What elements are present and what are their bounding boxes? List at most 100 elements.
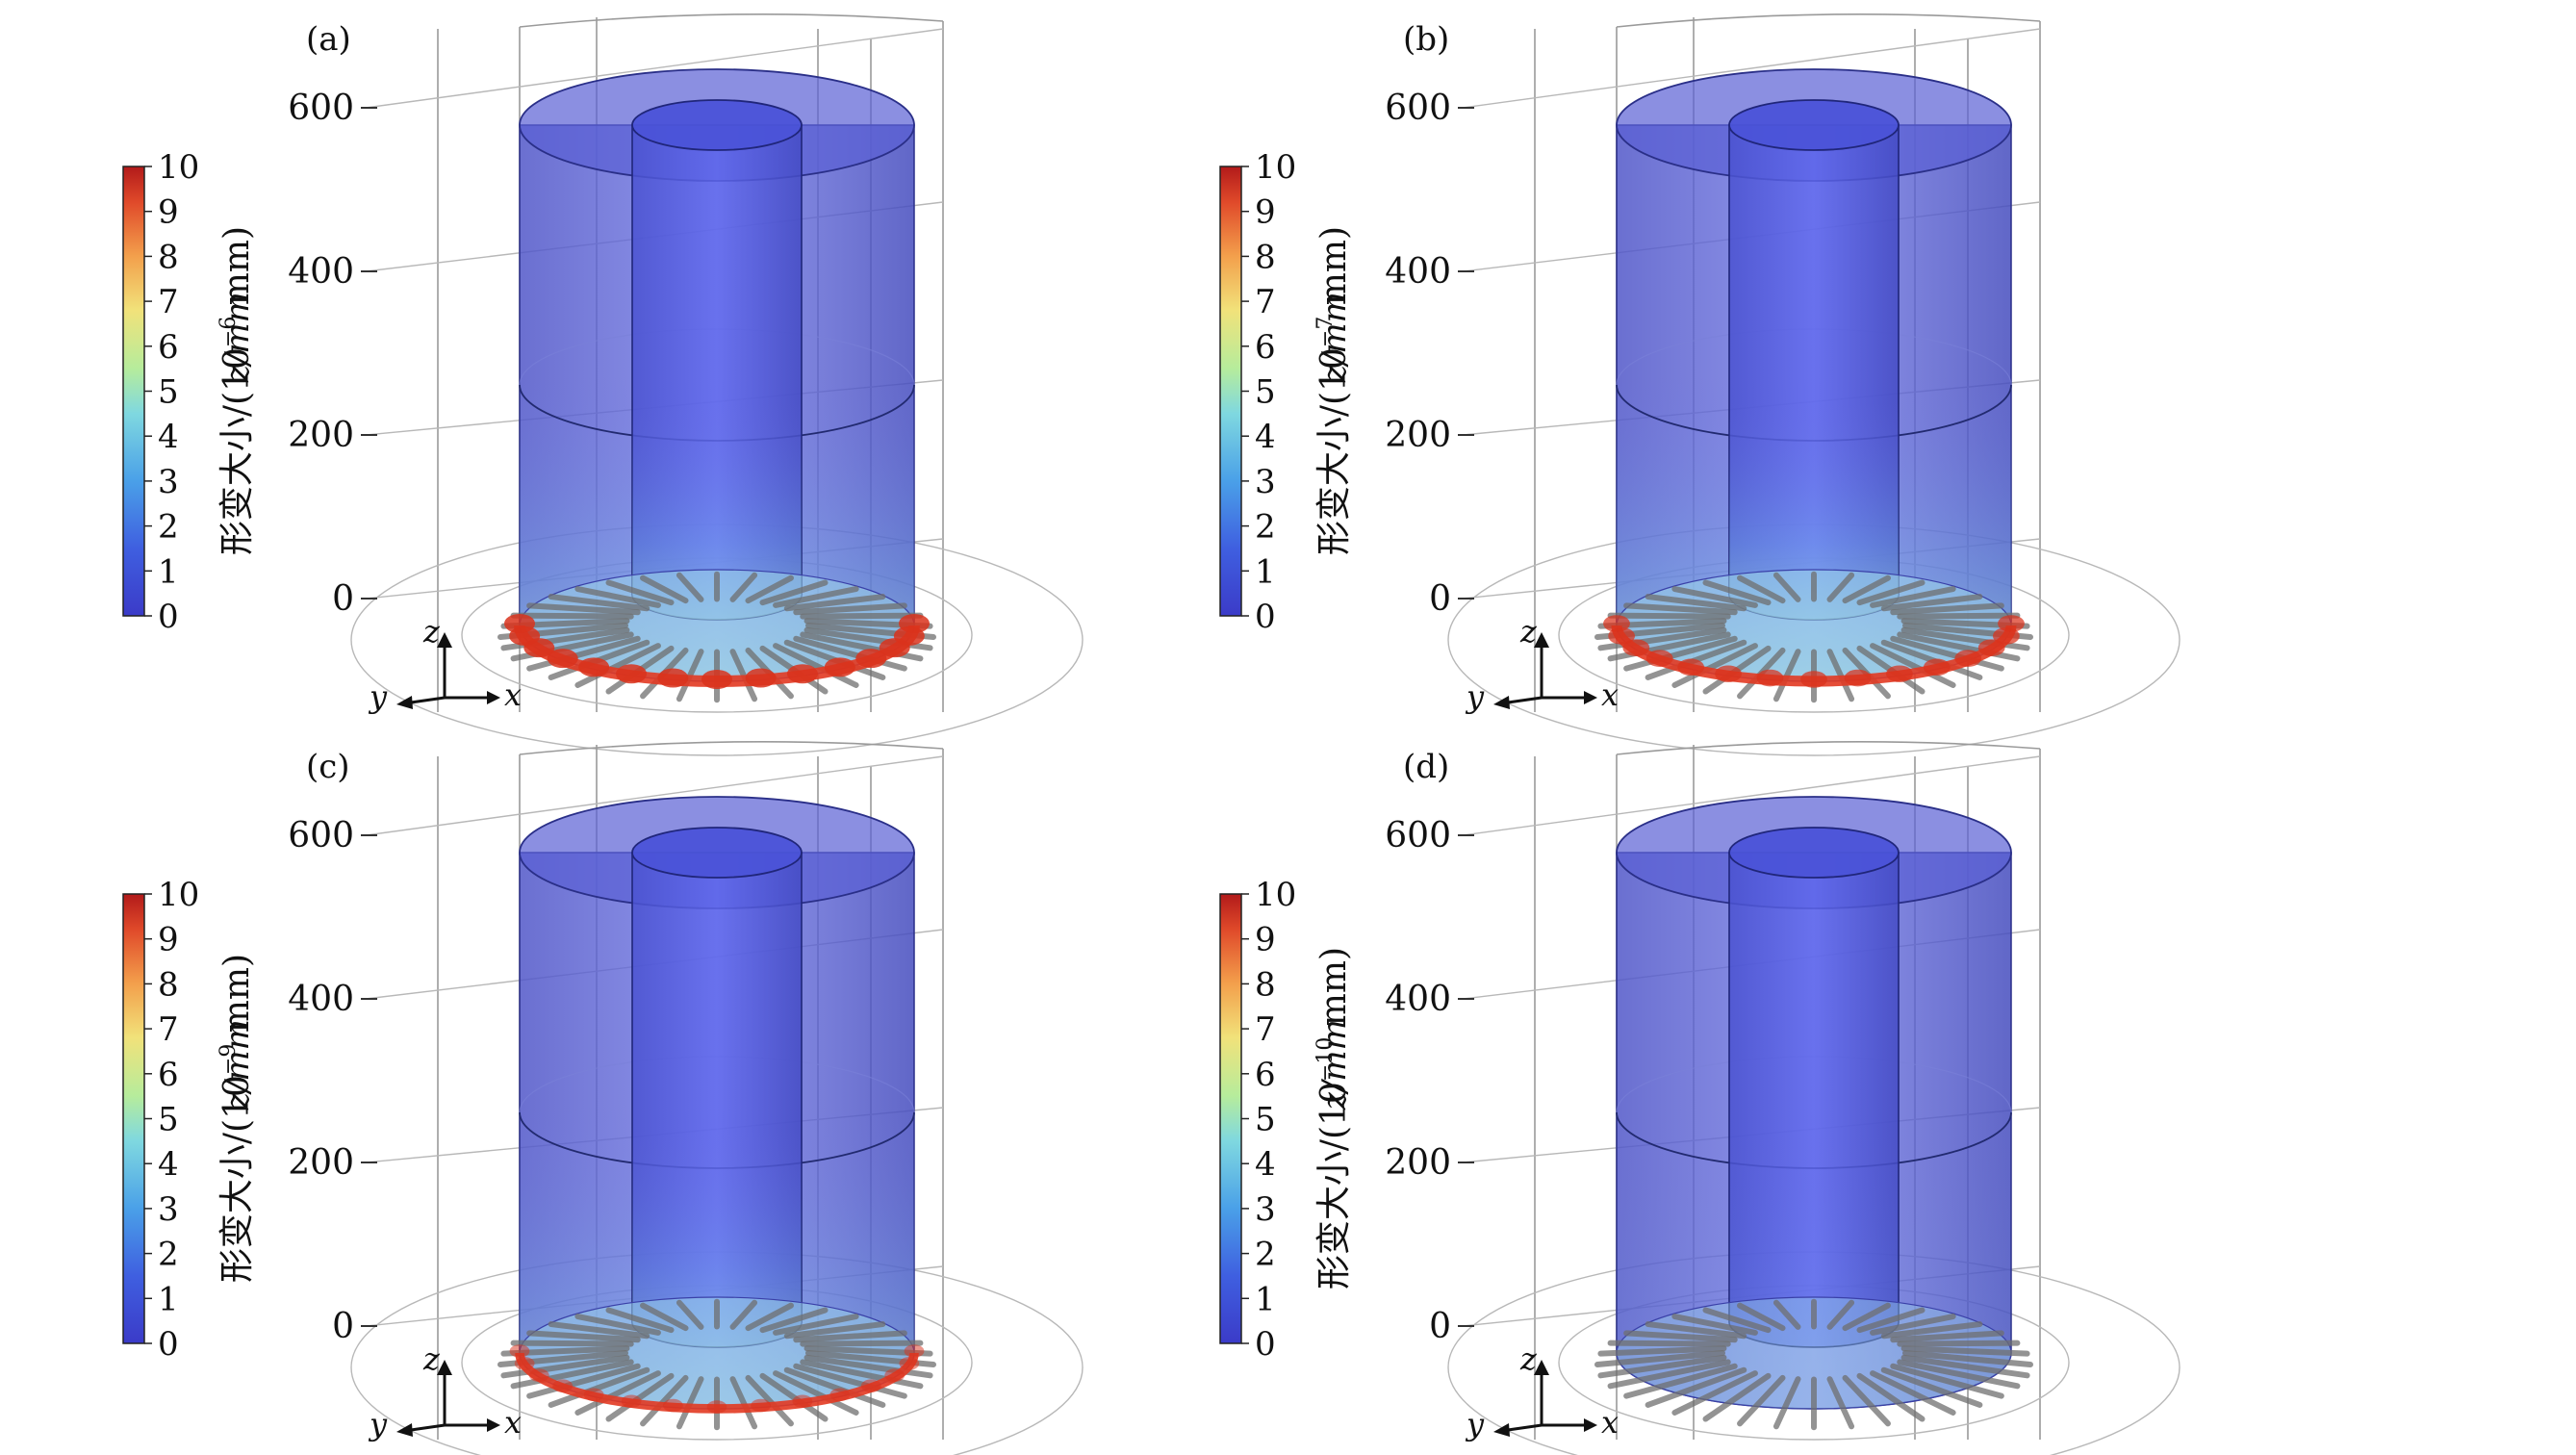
rod [1702,579,1772,606]
hot-spot [1977,639,2005,656]
hot-spot [745,668,777,688]
rod [1826,1299,1855,1330]
rod [1671,1370,1758,1416]
colorbar-tick-label: 5 [1255,1101,1276,1139]
rod [574,643,661,688]
colorbar-title-exponent: −10 [1314,1037,1338,1082]
inner-glow [1729,402,1899,620]
axis-triad: zy x [1465,613,1619,715]
colorbar-title-suffix: mm) [1314,226,1354,317]
colorbar-title: 形变大小/(10−9 mm) [217,954,257,1283]
hot-spot [657,668,689,688]
rod [1890,1363,2004,1399]
hot-spot [504,614,535,633]
hot-ring [504,614,930,689]
rod [800,612,924,620]
colorbar-tick-label: 8 [1255,238,1276,276]
colorbar-tick-label: 7 [158,283,179,321]
rod [640,574,689,604]
rod [1607,1359,1731,1390]
colorbar-tick-label: 10 [158,876,199,914]
rod [773,1370,859,1416]
inner-glow [632,1130,802,1347]
colorbar-title: 形变大小/(10−7 mm) [1314,226,1354,555]
panel-b: 6004002000z/mm(b)109876543210形变大小/(10−7 … [1219,13,2181,756]
rod [605,1372,675,1422]
rod [1773,1376,1801,1430]
rod [605,1307,675,1334]
inner-top [631,827,803,879]
hot-spot [706,1400,727,1414]
hot-spot [514,1357,535,1370]
panel-label: (d) [1403,748,1449,786]
rod [1597,1345,1727,1357]
rod [800,1359,924,1390]
z-tick-label: 600 [288,89,354,128]
colorbar-title-prefix: 形变大小/(10 [1314,1082,1354,1289]
z-tick-label: 0 [1429,579,1451,619]
triad-z-label: z [1519,1340,1538,1377]
rod [500,1354,630,1379]
hot-spot [1954,650,1982,667]
colorbar-tick-label: 6 [1255,328,1276,367]
rod [1607,612,1731,620]
triad-z-label: z [422,1340,441,1377]
hot-spot [899,1357,920,1370]
colorbar-tick-label: 5 [158,1101,179,1139]
rod [1900,1345,2030,1357]
rod [1773,1299,1801,1330]
colorbar-tick-label: 1 [158,1280,179,1318]
colorbar-tick-label: 0 [1255,598,1276,636]
colorbar-tick-label: 3 [1255,463,1276,501]
rod [1826,1376,1855,1430]
triad-y-label: y [368,1406,388,1442]
rod [1842,1374,1891,1427]
rod [1856,1307,1926,1334]
z-tick-label: 400 [1385,252,1451,292]
z-tick-label: 400 [288,252,354,292]
colorbar-title-exponent: −6 [217,317,241,347]
colorbar-title-exponent: −7 [1314,317,1338,347]
rod [1900,1354,2030,1379]
colorbar-tick-label: 2 [158,1236,179,1274]
colorbar-tick-label: 2 [158,508,179,547]
rod [1623,602,1738,616]
rod [1826,649,1855,702]
rod [605,579,675,606]
z-tick-label: 0 [1429,1307,1451,1346]
colorbar-tick-label: 7 [158,1010,179,1049]
axis-triad: zy x [1465,1340,1619,1442]
rod [1826,572,1855,602]
grid-arc [1616,13,2041,28]
colorbar-tick-label: 9 [1255,921,1276,959]
triad-x-head [1584,1418,1597,1432]
rod [1737,1374,1786,1427]
grid-line [365,28,944,109]
colorbar-title-prefix: 形变大小/(10 [217,1075,257,1283]
rod [526,635,641,672]
colorbar-title-suffix: mm) [217,954,257,1044]
colorbar-tick-label: 0 [158,598,179,636]
rod [1597,1354,1727,1379]
colorbar-tick-label: 5 [1255,373,1276,412]
hot-spot [1844,669,1872,687]
colorbar-gradient [1219,166,1242,617]
hot-spot [904,1344,925,1358]
rod [729,1299,758,1330]
colorbar-tick-label: 2 [1255,508,1276,547]
triad-y-label: y [1465,1406,1485,1442]
inner-glow [632,402,802,620]
rod [1842,1302,1891,1332]
colorbar-gradient [122,166,145,617]
z-axis-title: z/mm [218,1019,257,1110]
colorbar-tick-label: 1 [1255,1280,1276,1318]
colorbar-tick-label: 4 [1255,418,1276,456]
hot-spot [879,638,910,658]
rod [783,1321,886,1340]
hot-spot [552,1379,574,1392]
axis-triad: zy x [368,613,522,715]
